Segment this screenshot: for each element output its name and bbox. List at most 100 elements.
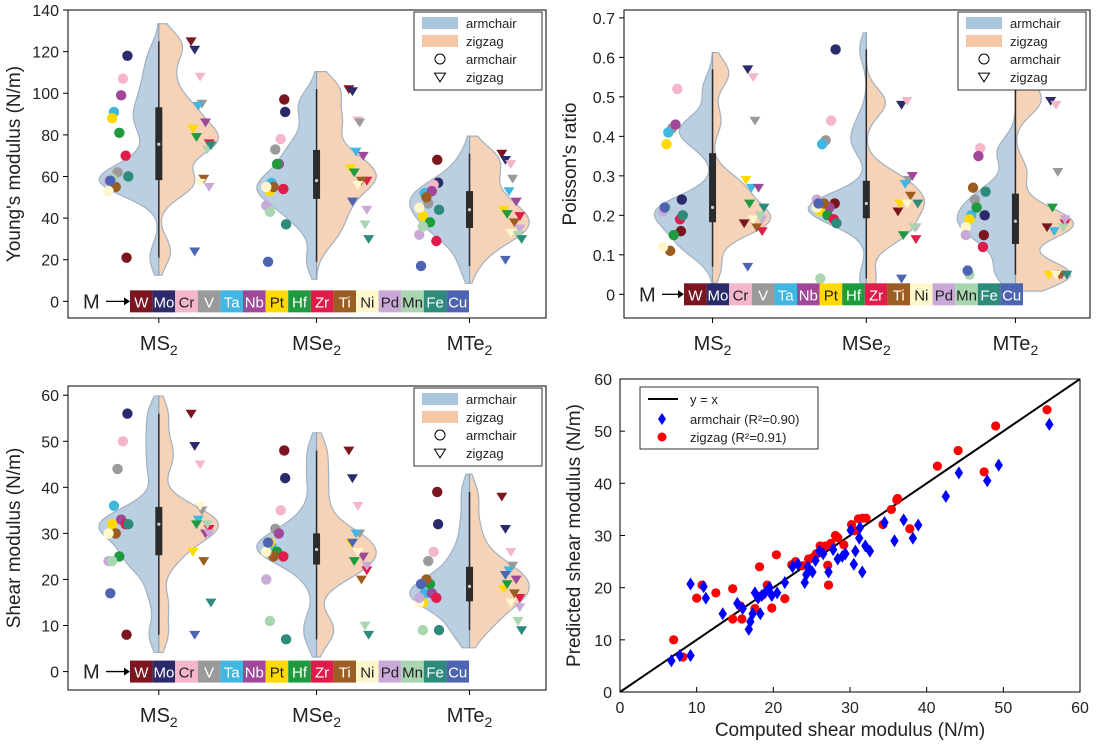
violin-zigzag <box>158 395 220 654</box>
point-zigzag <box>1042 405 1052 415</box>
point-zigzag-ni <box>1050 270 1062 280</box>
element-label-nb: Nb <box>799 287 818 304</box>
point-armchair <box>811 554 820 568</box>
point-zigzag-cr <box>901 96 913 106</box>
point-zigzag-mn <box>1057 223 1069 233</box>
point-armchair <box>865 544 875 558</box>
point-armchair-fe <box>123 518 134 530</box>
point-zigzag-mo <box>189 45 201 55</box>
point-armchair-mn <box>264 615 276 627</box>
point-armchair-mo <box>122 50 133 61</box>
point-armchair-cr <box>672 83 683 95</box>
point-zigzag-fe <box>205 598 217 608</box>
y-tick-label: 0.3 <box>593 169 615 186</box>
point-armchair <box>675 648 684 662</box>
legend-triangle-marker <box>977 72 991 83</box>
point-armchair-mo <box>979 210 990 221</box>
point-armchair <box>738 602 747 616</box>
violin-panel-1: 0 20 40 60 80 100 120 140 Young's modulus (N/m) M… <box>4 3 547 358</box>
element-swatch-pt <box>265 660 289 683</box>
point-zigzag <box>991 421 1001 431</box>
element-label-cu: Cu <box>448 294 467 311</box>
box-iqr <box>155 506 163 556</box>
point-zigzag-cu <box>346 197 358 207</box>
element-swatch-ta <box>220 290 243 313</box>
point-armchair-mo <box>432 518 444 530</box>
point-armchair <box>908 531 918 545</box>
point-armchair-hf <box>971 202 982 213</box>
point-armchair-mo <box>279 472 291 484</box>
point-zigzag-cr <box>1050 100 1062 110</box>
y-tick-label: 100 <box>32 86 59 103</box>
element-swatch-ti <box>333 290 356 313</box>
point-armchair-fe <box>123 171 134 182</box>
y-tick-label: 20 <box>594 581 612 598</box>
point-armchair-fe <box>280 219 292 230</box>
element-swatch-ta <box>220 660 243 683</box>
element-label-ti: Ti <box>339 665 351 682</box>
element-swatch-mo <box>152 290 176 313</box>
point-zigzag-pt <box>894 199 906 209</box>
point-armchair-w <box>121 629 132 640</box>
element-label-ta: Ta <box>778 287 795 304</box>
point-zigzag-mo <box>346 474 358 484</box>
element-label-pt: Pt <box>824 287 839 304</box>
m-arrow-head <box>678 290 684 299</box>
violin-armchair <box>956 64 1017 292</box>
element-label-cr: Cr <box>733 287 749 304</box>
m-arrow-head <box>124 667 130 676</box>
point-armchair-w <box>279 94 290 105</box>
legend-armchair-swatch <box>422 17 458 29</box>
point-zigzag-pd <box>1059 215 1071 225</box>
point-zigzag-fe <box>912 199 924 209</box>
point-armchair-ni <box>960 221 972 233</box>
m-label: M <box>83 662 100 684</box>
legend-diamond-marker <box>658 413 666 425</box>
point-zigzag-pd <box>203 183 215 192</box>
category-label: MS2 <box>140 705 178 730</box>
y-axis-label: Poisson's ratio <box>560 103 581 226</box>
point-zigzag-mn <box>512 617 524 626</box>
element-swatch-hf <box>288 290 311 313</box>
point-zigzag-w <box>892 207 904 217</box>
point-zigzag-v <box>749 116 761 126</box>
violin-zigzag <box>468 135 530 285</box>
point-armchair-cu <box>105 175 116 186</box>
point-armchair <box>994 458 1003 472</box>
y-tick-label: 50 <box>594 424 612 441</box>
point-zigzag-v <box>354 118 366 128</box>
element-label-v: V <box>758 287 768 304</box>
point-zigzag-pt <box>187 547 199 557</box>
point-armchair-fe <box>433 624 445 636</box>
point-zigzag-ni <box>352 547 364 557</box>
point-zigzag <box>737 614 747 624</box>
point-zigzag-ni <box>194 501 206 511</box>
y-axis-label: Young's modulus (N/m) <box>4 66 25 262</box>
point-zigzag-nb <box>753 183 765 193</box>
point-armchair-w <box>432 154 443 166</box>
category-label: MS2 <box>694 333 732 358</box>
element-swatch-pd <box>932 283 956 306</box>
y-tick-label: 50 <box>41 434 59 451</box>
legend-label: zigzag <box>466 410 504 425</box>
legend-label: armchair <box>466 16 517 31</box>
element-swatch-ni <box>910 283 933 306</box>
point-armchair-w <box>978 229 990 241</box>
point-zigzag-mo <box>499 524 511 534</box>
element-swatch-w <box>130 660 153 683</box>
point-zigzag-zr <box>910 235 922 244</box>
point-zigzag-ta <box>1048 227 1060 237</box>
point-zigzag-pt <box>187 124 199 134</box>
point-zigzag-cr <box>194 72 206 82</box>
element-label-hf: Hf <box>292 665 308 682</box>
y-tick-label: 120 <box>32 45 59 62</box>
point-armchair <box>833 552 842 566</box>
element-label-mo: Mo <box>707 287 728 304</box>
point-zigzag <box>780 594 790 604</box>
legend-label: zigzag <box>466 446 504 461</box>
point-armchair-cu <box>262 256 274 268</box>
legend-label: armchair (R²=0.90) <box>690 412 799 427</box>
element-label-nb: Nb <box>245 665 264 682</box>
violin-panel-3: 0 10 20 30 40 50 60 Shear modulus (N/m) MS2 MSe2 M… <box>4 385 547 730</box>
